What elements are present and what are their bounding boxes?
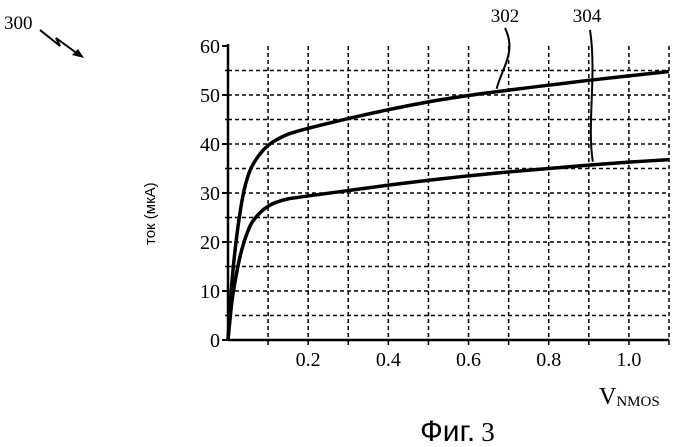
axes: [222, 44, 669, 345]
figure-caption: Фиг.3: [420, 415, 495, 447]
y-tick-label: 0: [210, 330, 220, 352]
figure-caption-prefix: Фиг.: [420, 415, 475, 447]
x-tick-labels: 0.2 0.4 0.6 0.8 1.0: [296, 349, 642, 371]
y-axis-label: ток (мкА): [142, 182, 159, 245]
figure-number-label: 300: [4, 13, 33, 34]
x-tick-label: 0.4: [376, 349, 401, 371]
x-tick-label: 1.0: [616, 349, 641, 371]
y-tick-labels: 0 10 20 30 40 50 60: [200, 36, 220, 352]
series-curve-302: [228, 71, 669, 340]
series-label-302: 302: [491, 6, 520, 27]
x-axis-label-main: V: [599, 384, 617, 410]
x-axis-label-sub: NMOS: [616, 394, 659, 410]
series-label-304: 304: [573, 6, 602, 27]
x-axis-label: VNMOS: [599, 384, 660, 410]
x-tick-label: 0.6: [456, 349, 481, 371]
lightning-arrow-icon: [40, 30, 78, 54]
y-tick-label: 40: [200, 134, 220, 156]
figure-caption-number: 3: [481, 417, 495, 447]
y-tick-label: 50: [200, 85, 220, 107]
y-tick-label: 30: [200, 183, 220, 205]
x-tick-label: 0.2: [296, 349, 321, 371]
grid: [228, 46, 669, 340]
leader-line-304: [590, 30, 593, 162]
y-tick-label: 10: [200, 281, 220, 303]
y-tick-label: 20: [200, 232, 220, 254]
leader-line-302: [497, 28, 510, 89]
series-curve-304: [228, 160, 669, 340]
y-tick-label: 60: [200, 36, 220, 58]
x-tick-label: 0.8: [536, 349, 561, 371]
curves: [228, 71, 669, 340]
